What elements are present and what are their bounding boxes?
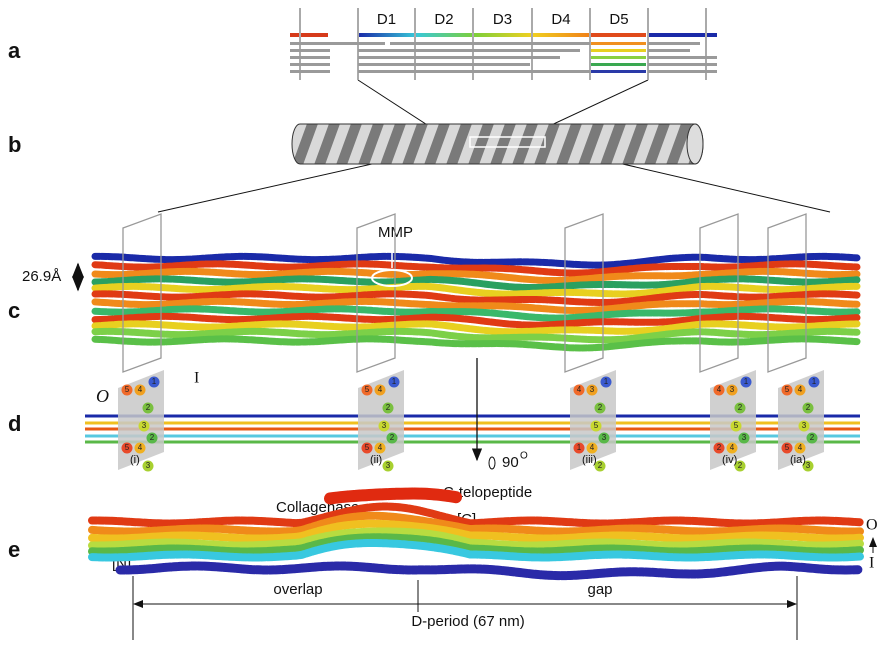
chain-number: 3 (730, 385, 735, 394)
chain-number: 5 (734, 421, 739, 430)
chain-number: 4 (378, 443, 383, 452)
figure: a b c d e 26.9Å MMP O I 90 O Collagenase… (0, 0, 889, 658)
helix-band (330, 494, 456, 499)
chain-number: 2 (806, 403, 811, 412)
bar (358, 70, 590, 73)
chain-number: 3 (590, 385, 595, 394)
period-label: D-period (67 nm) (411, 613, 524, 630)
section-label: (iv) (722, 454, 737, 466)
chain-number: 1 (812, 377, 817, 386)
chain-number: 2 (810, 433, 815, 442)
chain-number: 2 (738, 403, 743, 412)
chain-number: 3 (806, 461, 811, 470)
chain-number: 2 (386, 403, 391, 412)
bar (648, 42, 700, 45)
chain-number: 2 (598, 461, 603, 470)
domain-label: D3 (493, 11, 512, 28)
section-label: (ia) (790, 454, 806, 466)
chain-number: 5 (365, 443, 370, 452)
domain-map (290, 33, 717, 73)
chain-number: 4 (590, 443, 595, 452)
chain-number: 4 (138, 385, 143, 394)
bar (648, 49, 690, 52)
panel-label: a (8, 38, 21, 63)
chain-number: 1 (577, 443, 582, 452)
chain-number: 3 (802, 421, 807, 430)
chain-number: 5 (785, 385, 790, 394)
panel-label: d (8, 411, 21, 436)
chain-number: 3 (386, 461, 391, 470)
chain-number: 1 (152, 377, 157, 386)
spacing-label: 26.9Å (22, 268, 61, 285)
chain-number: 5 (365, 385, 370, 394)
side-label: I (869, 555, 874, 572)
chain-number: 1 (744, 377, 749, 386)
bar (290, 42, 385, 45)
bar (290, 70, 330, 73)
chain-number: 3 (382, 421, 387, 430)
section-label: (iii) (582, 454, 597, 466)
chain-number: 3 (146, 461, 151, 470)
rotation-label: 90 (502, 454, 519, 471)
chain-number: 2 (738, 461, 743, 470)
domain-label: D1 (377, 11, 396, 28)
chain-number: 4 (730, 443, 735, 452)
chain-number: 1 (604, 377, 609, 386)
chain-number: 2 (150, 433, 155, 442)
bar (648, 63, 717, 66)
chain-number: 4 (378, 385, 383, 394)
panel-label: e (8, 537, 20, 562)
chain-number: 4 (798, 443, 803, 452)
side-label: O (866, 517, 878, 534)
side-label: O (96, 386, 109, 406)
bar (358, 49, 580, 52)
section-label: (ii) (370, 454, 382, 466)
chain-number: 4 (717, 385, 722, 394)
region-label: overlap (273, 581, 322, 598)
chain-number: 2 (598, 403, 603, 412)
chain-number: 5 (125, 443, 130, 452)
bar (648, 70, 717, 73)
chain-number: 4 (138, 443, 143, 452)
chain-number: 2 (390, 433, 395, 442)
bar (290, 63, 330, 66)
chain-number: 3 (742, 433, 747, 442)
helix-band (95, 339, 857, 348)
bar (390, 42, 590, 45)
chain-number: 5 (125, 385, 130, 394)
helix-band (120, 566, 858, 576)
bar (290, 56, 330, 59)
rotation-mark (489, 457, 495, 469)
fibril-cylinder (292, 124, 703, 164)
panel-label: c (8, 298, 20, 323)
chain-number: 1 (392, 377, 397, 386)
panel-label: b (8, 132, 21, 157)
ruler (133, 576, 797, 640)
chain-number: 5 (785, 443, 790, 452)
bar (648, 56, 717, 59)
rotation-sup: O (520, 451, 528, 462)
section-label: (i) (130, 454, 140, 466)
chain-number: 2 (146, 403, 151, 412)
chain-number: 4 (798, 385, 803, 394)
chain-number: 3 (602, 433, 607, 442)
domain-label: D4 (551, 11, 570, 28)
bar (358, 56, 560, 59)
side-label: I (194, 370, 199, 387)
chain-number: 2 (717, 443, 722, 452)
region-label: gap (587, 581, 612, 598)
domain-label: D2 (434, 11, 453, 28)
bar (358, 63, 530, 66)
domain-label: D5 (609, 11, 628, 28)
bar (290, 49, 330, 52)
chain-number: 4 (577, 385, 582, 394)
chain-number: 5 (594, 421, 599, 430)
chain-number: 3 (142, 421, 147, 430)
